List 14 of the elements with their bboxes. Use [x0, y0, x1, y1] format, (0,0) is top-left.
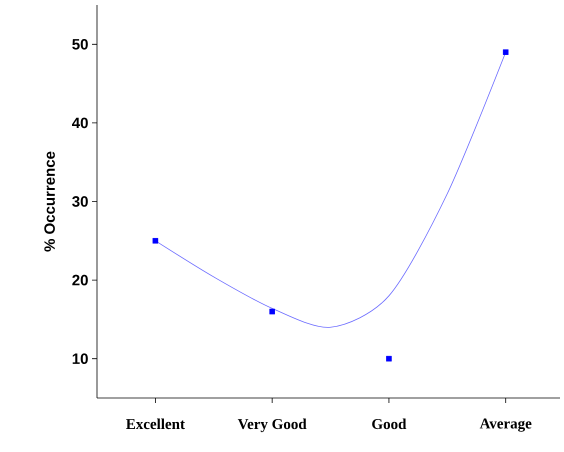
y-tick-label: 20 [72, 274, 88, 286]
point [152, 238, 158, 244]
point [269, 308, 275, 314]
y-tick-label: 30 [72, 196, 88, 207]
y-axis-title: % Occurrence [44, 152, 55, 252]
y-tick-label: 50 [72, 38, 88, 50]
y-tick-label: 40 [72, 118, 88, 128]
x-tick-label: Excellent [126, 418, 185, 430]
x-tick-label: Very Good [238, 418, 307, 432]
point [502, 49, 509, 55]
x-tick-label: Average [480, 418, 532, 432]
y-tick-label: 10 [72, 353, 88, 364]
point [386, 356, 392, 362]
x-tick-label: Good [372, 418, 406, 430]
